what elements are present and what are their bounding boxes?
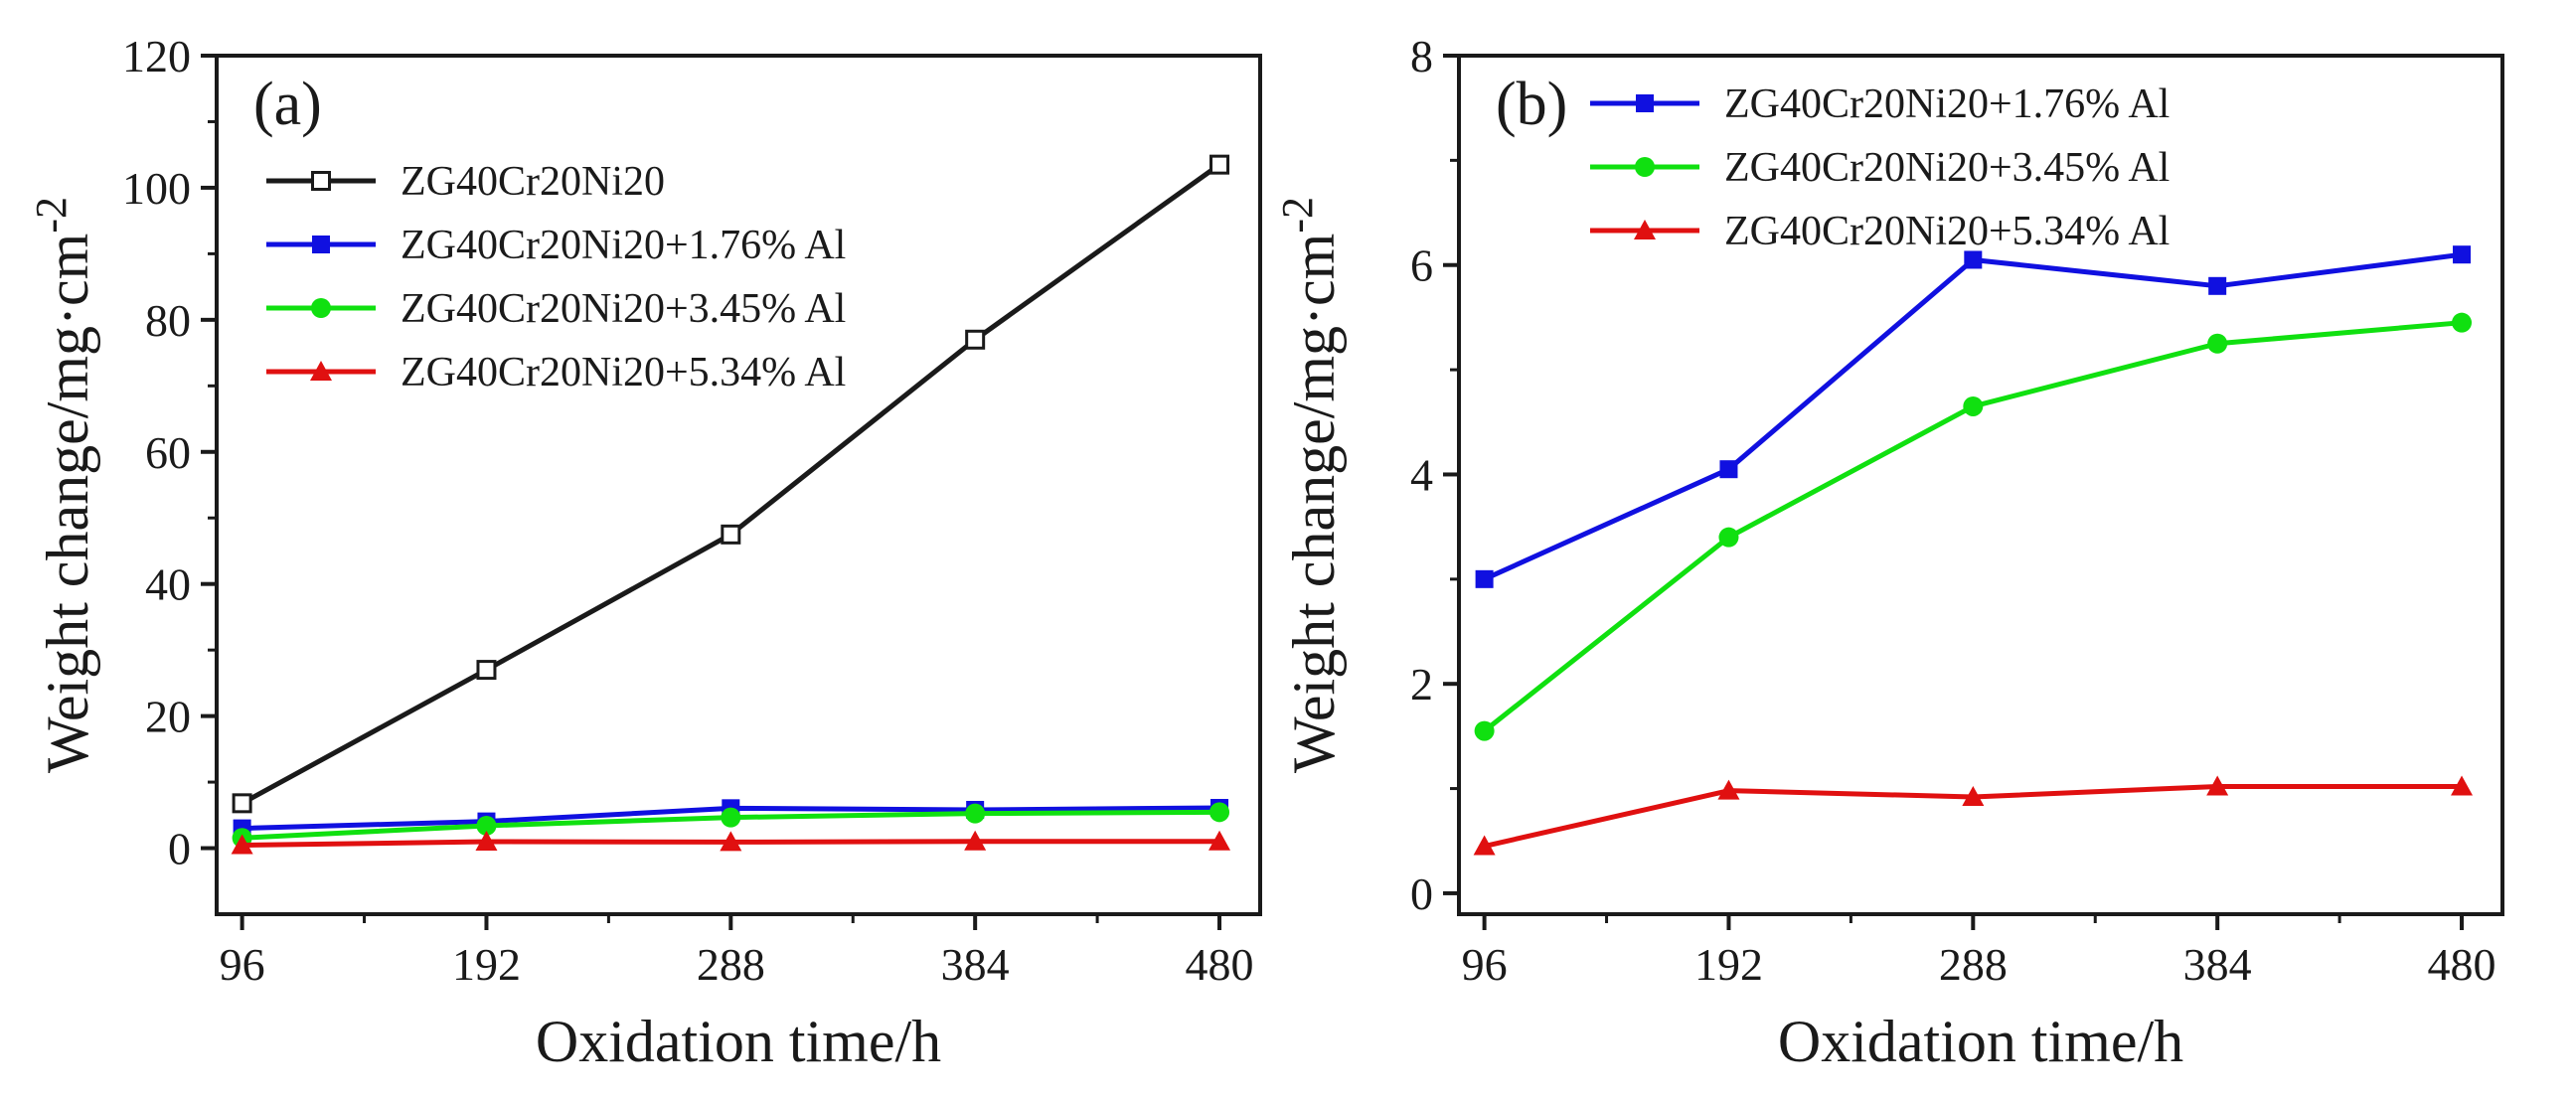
legend-marker-b-2: [1634, 220, 1656, 239]
y-tick-label-a-60: 60: [145, 427, 191, 478]
data-point-b-0-2: [1964, 250, 1983, 269]
data-point-a-2-1: [476, 815, 497, 836]
legend-label-a-3: ZG40Cr20Ni20+5.34% Al: [401, 350, 846, 395]
data-point-b-2-4: [2451, 775, 2474, 796]
data-point-b-1-0: [1474, 720, 1495, 741]
data-point-b-1-1: [1718, 527, 1739, 548]
y-tick-label-a-120: 120: [122, 31, 191, 81]
y-tick-label-a-20: 20: [145, 692, 191, 742]
plot-frame-b: [1457, 54, 2504, 916]
legend-marker-a-1: [312, 236, 330, 253]
plot-frame-a: [215, 54, 1262, 916]
x-axis-title-a: Oxidation time/h: [536, 1009, 941, 1074]
x-tick-label-b-192: 192: [1694, 939, 1763, 990]
x-tick-label-a-384: 384: [941, 939, 1010, 990]
legend-marker-b-0: [1636, 94, 1654, 112]
x-tick-label-a-192: 192: [452, 939, 521, 990]
data-point-b-2-2: [1962, 785, 1985, 806]
data-point-b-2-3: [2206, 775, 2229, 796]
data-point-a-3-3: [964, 830, 987, 851]
legend-marker-a-0: [311, 171, 331, 191]
data-point-a-3-2: [720, 831, 742, 852]
data-point-a-2-4: [1209, 802, 1230, 823]
series-line-b-1: [1483, 320, 2463, 733]
panel-label-a: (a): [253, 71, 322, 138]
data-point-b-2-0: [1473, 835, 1496, 856]
data-point-b-2-1: [1717, 779, 1740, 800]
y-axis-title-main-a: Weight change/mg·cm: [35, 234, 100, 773]
legend-label-b-1: ZG40Cr20Ni20+3.45% Al: [1724, 145, 2170, 191]
data-point-a-2-2: [721, 807, 741, 828]
legend-label-b-2: ZG40Cr20Ni20+5.34% Al: [1724, 209, 2170, 254]
y-axis-title-b: Weight change/mg·cm-2: [1273, 197, 1347, 773]
legend-label-a-2: ZG40Cr20Ni20+3.45% Al: [401, 286, 846, 332]
y-axis-title-superscript-a: -2: [27, 197, 76, 234]
y-tick-label-a-40: 40: [145, 559, 191, 610]
y-tick-label-a-0: 0: [168, 824, 191, 874]
x-tick-label-b-480: 480: [2428, 939, 2496, 990]
data-point-a-0-0: [232, 793, 252, 814]
legend-label-b-0: ZG40Cr20Ni20+1.76% Al: [1724, 81, 2170, 127]
y-tick-label-b-4: 4: [1410, 449, 1433, 500]
data-point-a-2-3: [965, 803, 986, 824]
y-axis-title-superscript-b: -2: [1273, 197, 1322, 234]
x-tick-label-b-96: 96: [1462, 939, 1508, 990]
x-tick-label-a-480: 480: [1186, 939, 1254, 990]
y-tick-label-b-6: 6: [1410, 240, 1433, 291]
legend-b: ZG40Cr20Ni20+1.76% Al ZG40Cr20Ni20+3.45% …: [1590, 81, 2170, 254]
legend-marker-b-1: [1635, 157, 1655, 177]
y-axis-title-a: Weight change/mg·cm-2: [27, 197, 100, 773]
x-tick-label-b-288: 288: [1939, 939, 2008, 990]
y-axis-title-main-b: Weight change/mg·cm: [1281, 234, 1347, 773]
y-tick-label-b-0: 0: [1410, 868, 1433, 919]
data-point-a-3-1: [475, 831, 498, 852]
data-point-b-1-4: [2452, 312, 2473, 333]
data-point-a-0-4: [1209, 154, 1230, 175]
data-point-b-0-4: [2453, 245, 2472, 264]
legend-marker-a-3: [310, 361, 332, 381]
legend-marker-a-2: [311, 298, 331, 318]
y-tick-label-a-100: 100: [122, 163, 191, 214]
panel-a-chart: 96 192 288 384 480 0 20 40 60 80 100 120 Oxidation t…: [27, 31, 1262, 1074]
series-line-b-0: [1483, 251, 2463, 582]
data-point-b-1-2: [1963, 395, 1984, 416]
data-point-b-1-3: [2207, 333, 2228, 354]
legend-label-a-1: ZG40Cr20Ni20+1.76% Al: [401, 223, 846, 268]
data-point-a-0-2: [721, 524, 741, 545]
x-tick-label-a-96: 96: [220, 939, 265, 990]
panel-label-b: (b): [1496, 71, 1567, 138]
x-tick-label-a-288: 288: [697, 939, 765, 990]
legend-label-a-0: ZG40Cr20Ni20: [401, 159, 665, 205]
data-point-a-0-1: [476, 660, 497, 681]
panel-b-chart: 96 192 288 384 480 0 2 4 6 8 Oxidation time/h Weigh…: [1273, 31, 2504, 1074]
data-point-b-0-1: [1719, 460, 1738, 479]
legend-a: ZG40Cr20Ni20 ZG40Cr20Ni20+1.76% Al ZG40Cr2…: [266, 159, 846, 395]
y-tick-label-a-80: 80: [145, 295, 191, 346]
x-tick-label-b-384: 384: [2183, 939, 2252, 990]
data-point-b-0-0: [1475, 569, 1494, 588]
data-point-a-0-3: [965, 329, 986, 350]
x-axis-title-b: Oxidation time/h: [1778, 1009, 2183, 1074]
data-point-a-3-4: [1208, 830, 1231, 851]
data-point-b-0-3: [2208, 276, 2227, 295]
data-point-a-3-0: [231, 834, 253, 855]
y-tick-label-b-2: 2: [1410, 659, 1433, 709]
y-tick-label-b-8: 8: [1410, 31, 1433, 81]
